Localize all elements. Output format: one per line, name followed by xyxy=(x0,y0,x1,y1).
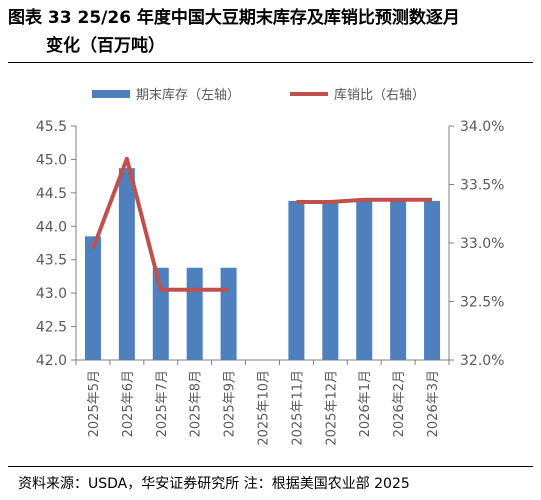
inventory-bar xyxy=(118,168,135,360)
inventory-bar xyxy=(390,200,407,360)
inventory-bar xyxy=(356,200,373,360)
y-left-tick-label: 43.5 xyxy=(36,253,67,269)
y-right-tick-label: 32.0% xyxy=(460,353,504,369)
y-right-tick-label: 34.0% xyxy=(460,119,504,135)
y-right-tick-label: 32.5% xyxy=(460,295,504,311)
ratio-line xyxy=(91,156,229,292)
x-tick-label: 2025年9月 xyxy=(223,370,238,437)
inventory-bar xyxy=(186,267,203,360)
x-tick-label: 2026年1月 xyxy=(358,370,373,437)
inventory-bar xyxy=(288,200,305,360)
y-left-tick-label: 44.0 xyxy=(36,219,67,235)
legend-label-inventory: 期末库存（左轴） xyxy=(136,87,240,103)
y-right-tick-label: 33.0% xyxy=(460,236,504,252)
chart-title-line2: 变化（百万吨） xyxy=(46,36,165,56)
y-left-tick-label: 43.0 xyxy=(36,286,67,302)
x-tick-label: 2025年12月 xyxy=(324,370,339,446)
x-tick-label: 2025年8月 xyxy=(189,370,204,437)
y-left-tick-label: 42.5 xyxy=(36,320,67,336)
inventory-bar xyxy=(322,200,339,360)
inventory-bar xyxy=(220,267,237,360)
x-tick-label: 2026年2月 xyxy=(392,370,407,437)
x-tick-label: 2025年6月 xyxy=(121,370,136,437)
x-tick-label: 2025年7月 xyxy=(155,370,170,437)
x-tick-label: 2025年10月 xyxy=(257,370,272,446)
inventory-bar xyxy=(84,236,101,360)
inventory-bar xyxy=(152,267,169,360)
legend-swatch-inventory xyxy=(92,90,130,98)
y-left-tick-label: 45.0 xyxy=(36,152,67,168)
source-note: 资料来源：USDA，华安证券研究所 注：根据美国农业部 2025 xyxy=(18,476,410,492)
y-left-tick-label: 42.0 xyxy=(36,353,67,369)
ratio-line xyxy=(296,197,433,205)
y-left-tick-label: 45.5 xyxy=(36,119,67,135)
x-tick-label: 2025年5月 xyxy=(87,370,102,437)
source-divider xyxy=(8,466,533,467)
y-left-tick-label: 44.5 xyxy=(36,186,67,202)
x-tick-label: 2026年3月 xyxy=(426,370,441,437)
chart-title-line1: 图表 33 25/26 年度中国大豆期末库存及库销比预测数逐月 xyxy=(8,8,460,28)
title-divider xyxy=(8,62,533,63)
y-right-tick-label: 33.5% xyxy=(460,178,504,194)
inventory-bar xyxy=(424,200,441,360)
legend-label-ratio: 库销比（右轴） xyxy=(334,87,425,103)
chart-title: 图表 33 25/26 年度中国大豆期末库存及库销比预测数逐月 变化（百万吨） xyxy=(8,4,533,60)
x-tick-label: 2025年11月 xyxy=(290,370,305,446)
